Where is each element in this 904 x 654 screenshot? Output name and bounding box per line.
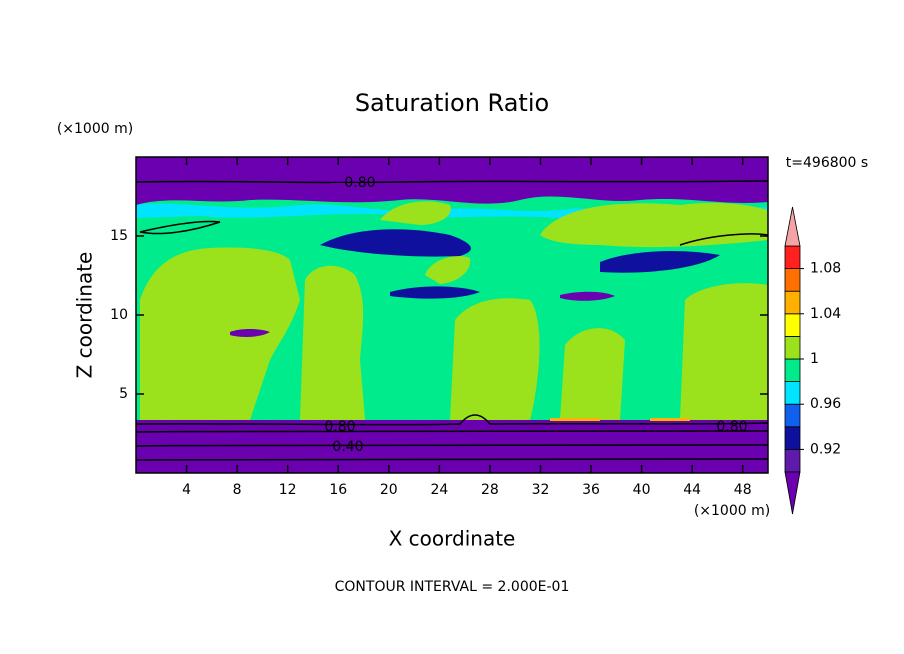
contour-label: 0.80 [344, 175, 375, 191]
field-region [320, 229, 471, 257]
colorbar-tick-label: 1 [810, 351, 819, 367]
field-region [560, 328, 625, 420]
x-tick-label: 20 [380, 482, 398, 498]
x-tick-label: 36 [582, 482, 600, 498]
colorbar-under [784, 471, 801, 515]
x-tick-label: 24 [430, 482, 448, 498]
colorbar-tick-label: 1.04 [810, 306, 841, 322]
footer: CONTOUR INTERVAL = 2.000E-01 [335, 579, 570, 595]
x-tick-label: 16 [329, 482, 347, 498]
field-region [680, 283, 768, 420]
x-tick-label: 8 [233, 482, 242, 498]
time-label: t=496800 s [786, 155, 868, 171]
colorbar-tick-label: 0.96 [810, 396, 841, 412]
colorbar-bin [784, 448, 801, 473]
field-region [600, 250, 720, 273]
colorbar-bin [784, 268, 801, 292]
field-region [560, 291, 615, 301]
field-region [136, 420, 768, 473]
colorbar-bin [784, 426, 801, 450]
field-region [230, 329, 270, 337]
colorbar-bin [784, 313, 801, 337]
x-tick-label: 40 [633, 482, 651, 498]
field-region [540, 202, 768, 248]
y-tick-label: 5 [119, 386, 128, 402]
x-unit-label: (×1000 m) [694, 503, 770, 519]
colorbar-over [784, 206, 801, 247]
x-tick-label: 48 [734, 482, 752, 498]
colorbar-bin [784, 290, 801, 315]
label-gap [330, 183, 378, 184]
x-tick-label: 28 [481, 482, 499, 498]
colorbar-bin [784, 403, 801, 428]
colorbar-tick-label: 1.08 [810, 261, 841, 277]
x-axis-label: X coordinate [389, 527, 516, 551]
contour-label: 0.40 [332, 439, 363, 455]
field-region [450, 298, 540, 420]
field-region [390, 286, 480, 299]
x-tick-label: 44 [683, 482, 701, 498]
contour-lines [136, 180, 768, 461]
chart-title: Saturation Ratio [355, 89, 549, 117]
x-tick-label: 12 [279, 482, 297, 498]
field-region [300, 265, 365, 420]
y-unit-label: (×1000 m) [57, 121, 133, 137]
y-axis-label: Z coordinate [73, 252, 97, 379]
contour-label: 0.80 [716, 419, 747, 435]
x-tick-label: 4 [182, 482, 191, 498]
field-region [140, 247, 300, 420]
field-region [380, 201, 451, 225]
colorbar-bin [784, 358, 801, 383]
field-region [425, 255, 471, 284]
y-tick-label: 15 [110, 228, 128, 244]
colorbar-bin [784, 335, 801, 360]
field-region [550, 418, 690, 421]
field [136, 157, 768, 473]
colorbar-tick-label: 0.92 [810, 441, 841, 457]
colorbar-bin [784, 245, 801, 270]
contour-label: 0.80 [324, 419, 355, 435]
y-tick-label: 10 [110, 307, 128, 323]
x-tick-label: 32 [532, 482, 550, 498]
colorbar-bin [784, 381, 801, 405]
